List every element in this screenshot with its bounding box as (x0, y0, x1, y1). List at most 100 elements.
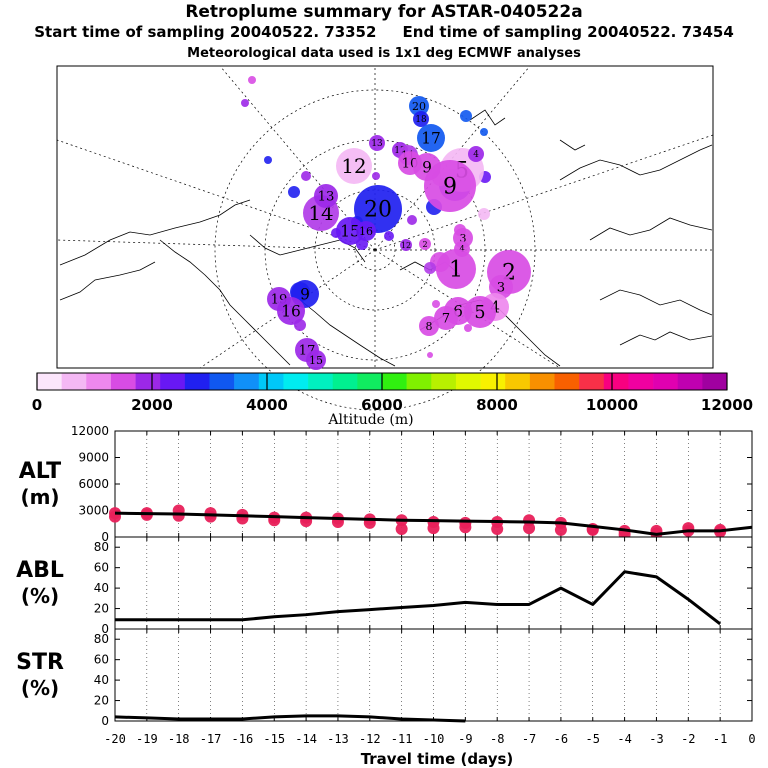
x-tick-label: -12 (359, 732, 381, 746)
colorbar-tick-label: 4000 (246, 396, 288, 414)
y-tick-label: 40 (94, 581, 109, 595)
altitude-point (554, 523, 567, 536)
y-tick-label: 80 (94, 540, 109, 554)
plume-blob (356, 221, 376, 241)
x-tick-label: -9 (458, 732, 472, 746)
plume-blobs: 2018171313111210959414132015161234212345… (241, 76, 531, 370)
x-tick-label: -20 (104, 732, 126, 746)
plume-day-label: 16 (359, 225, 373, 238)
chart-title: Retroplume summary for ASTAR-040522a (185, 2, 583, 22)
colorbar-swatch (382, 373, 407, 390)
plume-blob (407, 215, 417, 225)
colorbar-swatch (258, 373, 284, 390)
series-line (114, 511, 753, 536)
colorbar-swatch (480, 373, 506, 390)
altitude-point (395, 523, 408, 536)
colorbar-label: Altitude (m) (327, 412, 413, 428)
colorbar-swatch (455, 373, 481, 390)
colorbar-swatch (431, 373, 457, 390)
x-tick-label: -4 (617, 732, 631, 746)
time-series-panels: 0 3000 6000 9000 12000 ALT(m) 0 20 40 60 80 ABL(%) 0… (16, 424, 756, 768)
plume-blob (427, 352, 433, 358)
plume-day-label: 9 (443, 175, 457, 200)
map-panel: 2018171313111210959414132015161234212345… (56, 65, 714, 411)
panel-ylabel: (m) (20, 485, 59, 509)
plume-blob (264, 156, 272, 164)
x-tick-label: 0 (748, 732, 755, 746)
plume-blob (464, 324, 472, 332)
plume-blob (413, 111, 429, 127)
colorbar-swatch (61, 373, 87, 390)
y-tick-label: 9000 (78, 451, 109, 465)
altitude-point (204, 510, 217, 523)
plume-day-label: 9 (300, 285, 310, 303)
y-tick-label: 0 (101, 714, 109, 728)
plume-blob (241, 99, 249, 107)
colorbar-swatch (135, 373, 161, 390)
panel-ylabel: ALT (19, 459, 61, 484)
plume-blob (372, 172, 380, 180)
series-line (115, 570, 722, 626)
plume-day-label: 20 (412, 100, 426, 113)
altitude-point (172, 509, 185, 522)
plume-blob (436, 249, 476, 289)
panel-abl: 0 20 40 60 80 ABL(%) (16, 536, 753, 636)
y-tick-label: 0 (101, 622, 109, 636)
x-tick-label: -13 (327, 732, 349, 746)
colorbar-swatch (603, 373, 629, 390)
x-tick-label: -10 (423, 732, 445, 746)
plume-day-label: 12 (401, 241, 411, 250)
panel-ylabel: ABL (16, 558, 64, 583)
x-tick-label: -15 (263, 732, 285, 746)
colorbar-swatch (677, 373, 703, 390)
plume-blob (369, 135, 385, 151)
y-tick-label: 20 (94, 694, 109, 708)
plume-day-label: 17 (421, 129, 441, 147)
colorbar-tick-label: 6000 (361, 396, 403, 414)
colorbar-swatch (86, 373, 112, 390)
y-tick-label: 6000 (78, 477, 109, 491)
y-tick-label: 0 (101, 530, 109, 544)
plume-blob (419, 238, 431, 250)
colorbar-swatch (160, 373, 186, 390)
panel-ylabel: STR (16, 650, 64, 675)
x-tick-label: -16 (232, 732, 254, 746)
colorbar-swatch (184, 373, 210, 390)
plume-blob (248, 76, 256, 84)
x-tick-label: -2 (681, 732, 695, 746)
plume-day-label: 12 (341, 155, 366, 178)
plume-day-label: 13 (318, 190, 335, 205)
plume-blob (314, 184, 338, 208)
plume-blob (301, 171, 311, 181)
y-tick-label: 12000 (71, 424, 109, 438)
y-tick-label: 3000 (78, 504, 109, 518)
plume-day-label: 6 (453, 302, 463, 320)
colorbar-swatch (653, 373, 679, 390)
plume-blob (434, 306, 458, 330)
plume-day-label: 7 (442, 312, 450, 327)
x-axis-label: Travel time (days) (361, 750, 514, 768)
plume-day-label: 5 (474, 303, 485, 323)
colorbar-swatch (332, 373, 358, 390)
colorbar-swatch (505, 373, 531, 390)
colorbar-swatch (406, 373, 432, 390)
x-tick-label: -11 (391, 732, 413, 746)
y-tick-label: 60 (94, 653, 109, 667)
plume-blob (480, 128, 488, 136)
plume-blob (464, 296, 496, 328)
x-tick-label: -18 (168, 732, 190, 746)
panel-frame (114, 536, 753, 630)
plume-blob (432, 300, 440, 308)
x-tick-label: -7 (522, 732, 536, 746)
x-tick-label: -14 (295, 732, 317, 746)
colorbar-swatch (234, 373, 260, 390)
plume-blob (306, 350, 326, 370)
panel-ylabel: (%) (21, 584, 59, 608)
plume-blob (419, 316, 439, 336)
x-tick-label: -8 (490, 732, 504, 746)
plume-day-label: 3 (497, 281, 505, 296)
altitude-point (523, 522, 536, 535)
plume-blob (468, 146, 484, 162)
